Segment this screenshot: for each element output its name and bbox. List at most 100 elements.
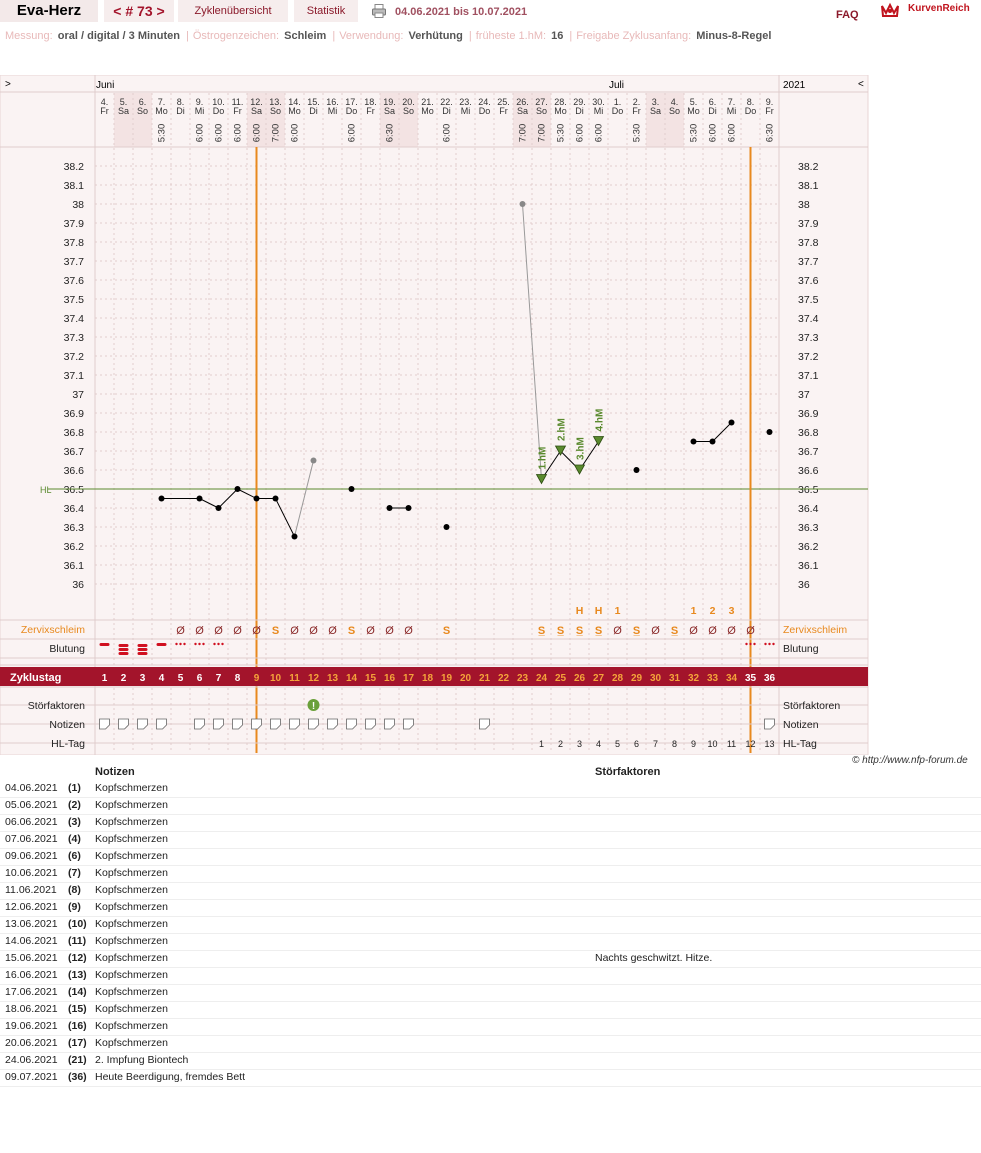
- y-tick-label-right: 37.3: [798, 332, 819, 344]
- month-label: Juni: [96, 80, 114, 91]
- notes-table-row: 19.06.2021 (16) Kopfschmerzen: [0, 1018, 981, 1036]
- notes-table-row: 12.06.2021 (9) Kopfschmerzen: [0, 899, 981, 917]
- note-cycle-day: (12): [68, 952, 87, 964]
- bleeding-spot: [175, 642, 178, 646]
- cycle-day-label: Zyklustag: [10, 672, 61, 684]
- high-measurement-label: 3.hM: [576, 437, 587, 460]
- notes-table-row: 17.06.2021 (14) Kopfschmerzen: [0, 984, 981, 1002]
- note-text: Kopfschmerzen: [95, 782, 168, 794]
- temperature-point: [728, 419, 735, 426]
- hl-day-number: 13: [764, 739, 774, 749]
- peak-mark: 2: [710, 605, 716, 617]
- meta-key: Freigabe Zyklusanfang:: [576, 30, 692, 42]
- cycle-day-number: 14: [346, 673, 358, 684]
- mucus-dry: Ø: [651, 625, 660, 637]
- tab-statistics[interactable]: Statistik: [294, 0, 358, 22]
- temperature-point: [405, 505, 412, 511]
- day-date: 29.: [573, 97, 586, 107]
- y-tick-label-right: 38.2: [798, 161, 819, 173]
- y-tick-label: 37: [72, 389, 84, 401]
- notes-table-row: 04.06.2021 (1) Kopfschmerzen: [0, 780, 981, 798]
- day-weekday: Fr: [100, 106, 109, 116]
- disturbance-icon: [307, 699, 320, 711]
- y-tick-label: 37.9: [64, 218, 85, 230]
- mucus-dry: Ø: [252, 625, 261, 637]
- mucus-row-label: Zervixschleim: [21, 624, 85, 636]
- day-date: 15.: [307, 97, 320, 107]
- hl-day-number: 6: [634, 739, 639, 749]
- hl-day-number: 1: [539, 739, 544, 749]
- day-weekday: Mi: [594, 106, 604, 116]
- measure-time: 6:00: [442, 124, 453, 143]
- cycle-day-number: 10: [270, 673, 282, 684]
- weekend-shade: [133, 93, 152, 147]
- measure-time: 6:00: [214, 124, 225, 143]
- printer-icon[interactable]: [372, 4, 386, 18]
- day-date: 16.: [326, 97, 339, 107]
- meta-key: Verwendung:: [339, 30, 404, 42]
- y-tick-label-right: 36.6: [798, 465, 819, 477]
- y-tick-label: 37.4: [64, 313, 85, 325]
- day-weekday: Mi: [195, 106, 205, 116]
- note-icon: [403, 718, 414, 730]
- note-date: 16.06.2021: [5, 969, 58, 981]
- notes-table-row: 09.07.2021 (36) Heute Beerdigung, fremdes …: [0, 1069, 981, 1087]
- cycle-navigator[interactable]: < # 73 >: [104, 0, 174, 22]
- bleeding-row-label: Blutung: [49, 643, 85, 655]
- coverline-label: HL: [40, 485, 52, 495]
- y-tick-label-right: 37.8: [798, 237, 819, 249]
- y-tick-label: 36.1: [64, 560, 85, 572]
- notes-column-header: Notizen: [95, 766, 135, 778]
- hl-day-number: 11: [727, 739, 736, 749]
- note-text: Kopfschmerzen: [95, 935, 168, 947]
- faq-link[interactable]: FAQ: [836, 9, 859, 21]
- mucus-s-plus: S̲: [576, 625, 584, 637]
- mucus-s-plus: S̲: [633, 625, 641, 637]
- note-text: Kopfschmerzen: [95, 901, 168, 913]
- mucus-s-plus: S̲: [671, 625, 679, 637]
- disturbance-row-label: Störfaktoren: [28, 700, 85, 712]
- day-weekday: Sa: [118, 106, 129, 116]
- note-icon: [346, 718, 357, 730]
- high-measurement-marker: [535, 474, 548, 485]
- mucus-s: S: [443, 625, 450, 637]
- bleeding-row-label-right: Blutung: [783, 643, 819, 655]
- kurvenreich-logo-icon[interactable]: [880, 2, 900, 18]
- day-weekday: Sa: [650, 106, 661, 116]
- day-date: 24.: [478, 97, 491, 107]
- bleeding-spot: [221, 642, 224, 646]
- bleeding-heavy: [118, 644, 129, 647]
- meta-value: oral / digital / 3 Minuten: [54, 30, 180, 42]
- day-date: 19.: [383, 97, 396, 107]
- note-text: Kopfschmerzen: [95, 884, 168, 896]
- note-date: 06.06.2021: [5, 816, 58, 828]
- note-date: 18.06.2021: [5, 1003, 58, 1015]
- bleeding-heavy: [118, 648, 129, 651]
- measure-time: 7:00: [271, 124, 282, 143]
- day-weekday: Fr: [765, 106, 774, 116]
- y-tick-label-right: 37.7: [798, 256, 819, 268]
- y-tick-label: 36: [72, 579, 84, 591]
- note-cycle-day: (1): [68, 782, 81, 794]
- y-tick-label-right: 38.1: [798, 180, 819, 192]
- cycle-day-number: 21: [479, 673, 491, 684]
- mucus-s: S: [348, 625, 355, 637]
- y-tick-label-right: 36.3: [798, 522, 819, 534]
- y-tick-label: 38.2: [64, 161, 85, 173]
- brand-name[interactable]: KurvenReich: [908, 3, 970, 14]
- note-text: Kopfschmerzen: [95, 1020, 168, 1032]
- day-date: 22.: [440, 97, 453, 107]
- notes-table-row: 15.06.2021 (12) Kopfschmerzen Nachts geschw…: [0, 950, 981, 968]
- hl-day-number: 10: [707, 739, 717, 749]
- day-date: 6.: [709, 97, 717, 107]
- cycle-day-number: 33: [707, 673, 719, 684]
- month-label: Juli: [609, 80, 624, 91]
- tab-cycle-overview[interactable]: Zyklenübersicht: [178, 0, 288, 22]
- note-date: 17.06.2021: [5, 986, 58, 998]
- bleeding-medium: [156, 643, 167, 646]
- cycle-day-number: 19: [441, 673, 453, 684]
- cycle-day-number: 23: [517, 673, 529, 684]
- weekend-shade: [247, 93, 266, 147]
- high-measurement-marker: [592, 436, 605, 447]
- note-cycle-day: (21): [68, 1054, 87, 1066]
